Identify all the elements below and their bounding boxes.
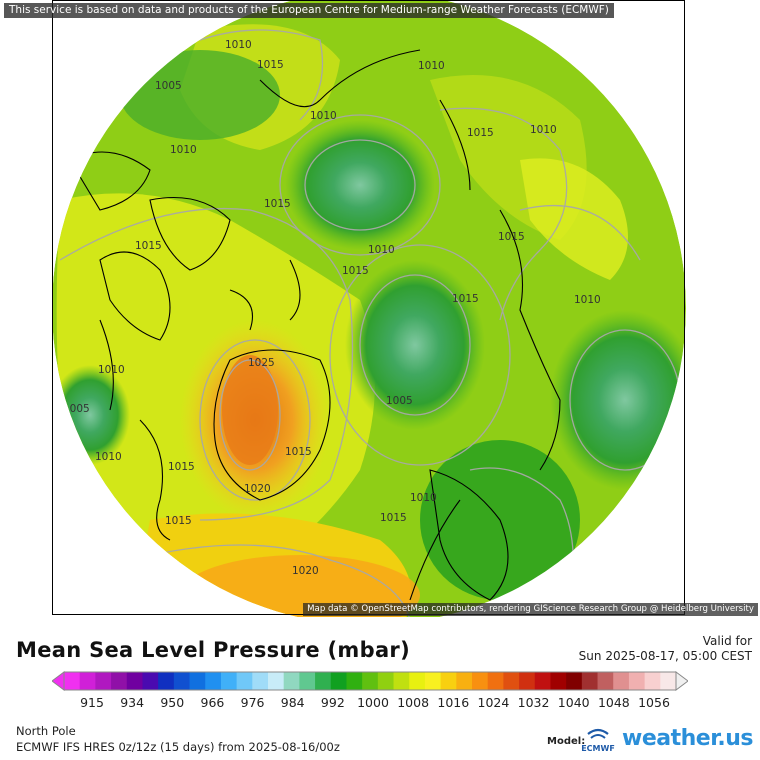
colorbar-swatch [519, 672, 536, 690]
svg-text:1010: 1010 [368, 244, 395, 256]
colorbar-right-arrow [675, 671, 688, 691]
svg-text:1015: 1015 [342, 265, 369, 277]
svg-text:1010: 1010 [574, 294, 601, 306]
svg-text:1005: 1005 [386, 395, 413, 407]
colorbar [52, 671, 688, 691]
colorbar-swatch [377, 672, 395, 690]
colorbar-swatch [252, 672, 269, 690]
weather-us-logo[interactable]: weather.us [622, 726, 754, 751]
colorbar-swatch [64, 672, 81, 690]
colorbar-swatch [628, 672, 646, 690]
colorbar-swatch [550, 672, 567, 690]
colorbar-swatch [644, 672, 661, 690]
svg-text:1020: 1020 [244, 483, 271, 495]
svg-text:1015: 1015 [285, 446, 312, 458]
colorbar-tick-label: 1048 [597, 695, 630, 710]
colorbar-swatch [566, 672, 583, 690]
svg-text:1015: 1015 [257, 59, 284, 71]
colorbar-swatch [142, 672, 159, 690]
svg-text:1010: 1010 [170, 144, 197, 156]
colorbar-swatch [409, 672, 426, 690]
svg-text:1015: 1015 [168, 461, 195, 473]
colorbar-swatch [393, 672, 410, 690]
map-attribution[interactable]: Map data © OpenStreetMap contributors, r… [303, 603, 758, 616]
colorbar-swatch [424, 672, 442, 690]
colorbar-swatch [236, 672, 253, 690]
colorbar-swatch [315, 672, 332, 690]
colorbar-tick-label: 1040 [557, 695, 590, 710]
valid-date: Sun 2025-08-17, 05:00 CEST [578, 649, 752, 663]
colorbar-swatch [205, 672, 222, 690]
colorbar-tick-label: 915 [80, 695, 104, 710]
colorbar-swatch [189, 672, 206, 690]
colorbar-tick-label: 992 [320, 695, 345, 710]
colorbar-swatch [299, 672, 316, 690]
ecmwf-logo-icon[interactable]: ECMWF [580, 724, 616, 754]
colorbar-swatch [487, 672, 504, 690]
colorbar-tick-label: 1016 [437, 695, 470, 710]
colorbar-tick-label: 1008 [397, 695, 430, 710]
colorbar-swatch [95, 672, 112, 690]
svg-text:1010: 1010 [310, 110, 337, 122]
colorbar-swatch [173, 672, 191, 690]
colorbar-swatch [503, 672, 520, 690]
model-label: Model: [547, 736, 586, 747]
svg-text:1005: 1005 [155, 80, 182, 92]
colorbar-swatch [283, 672, 300, 690]
colorbar-tick-label: 1000 [357, 695, 389, 710]
svg-text:1005: 1005 [63, 403, 90, 415]
colorbar-swatch [346, 672, 363, 690]
colorbar-swatch [268, 672, 285, 690]
chart-title: Mean Sea Level Pressure (mbar) [16, 638, 410, 662]
svg-text:1010: 1010 [530, 124, 557, 136]
colorbar-tick-label: 966 [200, 695, 225, 710]
valid-label: Valid for [702, 634, 752, 648]
svg-text:1010: 1010 [98, 364, 125, 376]
colorbar-swatch [440, 672, 457, 690]
svg-text:1015: 1015 [165, 515, 192, 527]
colorbar-tick-label: 1056 [638, 695, 670, 710]
colorbar-swatch [362, 672, 379, 690]
svg-text:ECMWF: ECMWF [581, 744, 615, 753]
colorbar-tick-label: 984 [280, 695, 305, 710]
colorbar-swatch [126, 672, 143, 690]
colorbar-swatch [472, 672, 489, 690]
ecmwf-attribution: This service is based on data and produc… [4, 3, 614, 18]
colorbar-swatch [581, 672, 599, 690]
colorbar-swatch [111, 672, 128, 690]
colorbar-swatch [613, 672, 630, 690]
region-label: North Pole [16, 724, 76, 738]
svg-text:1015: 1015 [452, 293, 479, 305]
svg-text:1015: 1015 [467, 127, 494, 139]
colorbar-swatch [330, 672, 347, 690]
contour-labels: 1010 1015 1010 1005 1010 1015 1010 1015 … [63, 39, 601, 577]
model-run-info: ECMWF IFS HRES 0z/12z (15 days) from 202… [16, 740, 340, 754]
pressure-map[interactable]: 1010 1015 1010 1005 1010 1015 1010 1015 … [0, 0, 760, 617]
svg-text:1010: 1010 [95, 451, 122, 463]
svg-text:1020: 1020 [292, 565, 319, 577]
svg-text:1025: 1025 [248, 357, 275, 369]
colorbar-tick-label: 1024 [477, 695, 510, 710]
svg-text:1010: 1010 [418, 60, 445, 72]
colorbar-swatch [597, 672, 614, 690]
colorbar-swatch [534, 672, 551, 690]
colorbar-tick-label: 934 [120, 695, 145, 710]
colorbar-swatch [660, 672, 677, 690]
svg-text:1010: 1010 [225, 39, 252, 51]
colorbar-tick-label: 1032 [517, 695, 550, 710]
colorbar-tick-label: 950 [160, 695, 185, 710]
svg-text:1015: 1015 [135, 240, 162, 252]
colorbar-swatch [456, 672, 473, 690]
svg-text:1010: 1010 [410, 492, 437, 504]
colorbar-swatch [158, 672, 175, 690]
colorbar-tick-label: 976 [240, 695, 265, 710]
map-canvas: 1010 1015 1010 1005 1010 1015 1010 1015 … [52, 0, 686, 617]
colorbar-swatch [79, 672, 96, 690]
svg-text:1015: 1015 [380, 512, 407, 524]
svg-text:1015: 1015 [264, 198, 291, 210]
colorbar-swatch [220, 672, 238, 690]
svg-text:1015: 1015 [498, 231, 525, 243]
colorbar-left-arrow [52, 671, 65, 691]
